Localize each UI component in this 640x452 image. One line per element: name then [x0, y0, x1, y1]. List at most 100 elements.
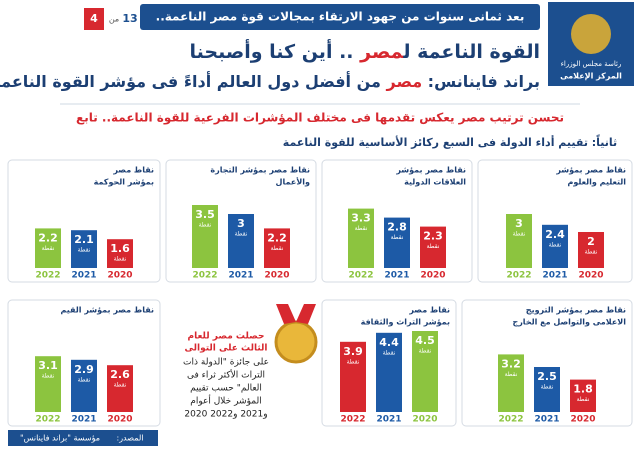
value-label: 2.2 — [267, 231, 287, 244]
unit-label: نقطة — [585, 249, 598, 256]
value-label: 2.2 — [38, 231, 58, 244]
page-number: 4 — [90, 12, 98, 25]
bar — [192, 205, 218, 268]
subtitle-part: براند فاينانس: — [422, 72, 540, 91]
chart-frame — [321, 159, 473, 283]
title-part: .. أين كنا وأصبحنا — [190, 39, 361, 63]
unit-label: نقطة — [78, 376, 91, 383]
chart-title: الاعلامى والتواصل مع الخارج — [512, 318, 626, 327]
unit-label: نقطة — [541, 384, 554, 391]
bar — [340, 341, 366, 412]
chart-title: نقاط مصر — [112, 166, 154, 175]
unit-label: نقطة — [513, 231, 526, 238]
unit-label: نقطة — [114, 256, 127, 263]
value-label: 2 — [587, 235, 595, 248]
value-label: 1.6 — [110, 242, 130, 255]
unit-label: نقطة — [383, 349, 396, 356]
unit-label: نقطة — [271, 245, 284, 252]
x-tick-label: 2020 — [107, 415, 132, 425]
value-label: 2.4 — [545, 228, 565, 241]
x-tick-label: 2020 — [420, 271, 445, 281]
bar — [107, 239, 133, 268]
chart-title: بمؤشر التراث والثقافة — [361, 318, 450, 327]
chart-title: نقاط مصر بمؤشر — [555, 166, 626, 175]
unit-label: نقطة — [427, 243, 440, 250]
award-text: العالم" حسب تقييم — [190, 384, 262, 394]
chart-frame — [477, 159, 633, 283]
logo-line: رئاسة مجلس الوزراء — [561, 60, 622, 68]
x-tick-label: 2022 — [348, 271, 373, 281]
chart-title: بمؤشر الحوكمة — [94, 178, 154, 187]
medal — [274, 320, 318, 364]
page-of: من — [109, 15, 119, 24]
x-tick-label: 2021 — [71, 415, 96, 425]
value-label: 1.8 — [573, 383, 593, 396]
chart-frame — [165, 159, 317, 283]
unit-label: نقطة — [419, 348, 432, 355]
x-tick-label: 2021 — [228, 271, 253, 281]
x-tick-label: 2021 — [376, 415, 401, 425]
x-tick-label: 2021 — [384, 271, 409, 281]
x-tick-label: 2020 — [578, 271, 603, 281]
chart-frame — [321, 299, 457, 427]
award-headline: حصلت مصر للعام — [188, 332, 265, 342]
page-total: 13 — [122, 12, 137, 25]
bar — [35, 356, 61, 412]
chart-title: نقاط مصر بمؤشر القيم — [60, 306, 154, 315]
bar — [412, 331, 438, 412]
chart-title: نقاط مصر بمؤشر الترويج — [526, 306, 626, 315]
bar — [348, 208, 374, 268]
chart-title: التعليم والعلوم — [568, 178, 627, 187]
unit-label: نقطة — [114, 382, 127, 389]
x-tick-label: 2020 — [412, 415, 437, 425]
chart-title: نقاط مصر بمؤشر — [395, 166, 466, 175]
bar — [420, 226, 446, 268]
award-text: المؤشر خلال أعوام — [190, 395, 261, 407]
unit-label: نقطة — [235, 231, 248, 238]
x-tick-label: 2022 — [35, 271, 60, 281]
chart-frame — [7, 159, 161, 283]
value-label: 3.5 — [195, 208, 215, 221]
unit-label: نقطة — [347, 358, 360, 365]
unit-label: نقطة — [355, 225, 368, 232]
bar — [264, 228, 290, 268]
value-label: 3 — [237, 217, 245, 230]
value-label: 3.1 — [38, 359, 58, 372]
chart-title: العلاقات الدولية — [404, 178, 466, 187]
chart-title: والأعمال — [276, 177, 310, 187]
logo-emblem — [571, 14, 611, 54]
chart-frame — [461, 299, 633, 427]
bar — [71, 359, 97, 412]
banner — [140, 4, 540, 30]
chart-frame — [7, 299, 161, 427]
value-label: 2.3 — [423, 230, 443, 243]
source: مؤسسة "براند فاينانس" — [20, 434, 100, 443]
award-text: على جائزة "الدولة ذات — [183, 358, 269, 368]
bar — [228, 214, 254, 268]
logo-line: المركز الإعلامى — [560, 72, 622, 81]
bar — [35, 228, 61, 268]
value-label: 3.3 — [351, 212, 371, 225]
x-tick-label: 2022 — [498, 415, 523, 425]
medal-ribbon — [276, 304, 316, 324]
value-label: 2.1 — [74, 233, 94, 246]
value-label: 3 — [515, 217, 523, 230]
bar — [384, 217, 410, 268]
bar — [498, 354, 524, 412]
page-box — [84, 8, 104, 30]
value-label: 3.9 — [343, 345, 363, 358]
x-tick-label: 2022 — [340, 415, 365, 425]
value-label: 4.5 — [415, 334, 435, 347]
unit-label: نقطة — [199, 222, 212, 229]
title-part: القوة الناعمة ل — [402, 41, 540, 63]
source-label: المصدر: — [117, 434, 144, 443]
x-tick-label: 2022 — [506, 271, 531, 281]
banner-text: بعد ثمانى سنوات من جهود الارتقاء بمجالات… — [156, 10, 525, 25]
value-label: 2.8 — [387, 221, 407, 234]
bar — [506, 214, 532, 268]
award-text: 2020 و2021 و2022 — [184, 410, 267, 420]
value-label: 2.9 — [74, 363, 94, 376]
